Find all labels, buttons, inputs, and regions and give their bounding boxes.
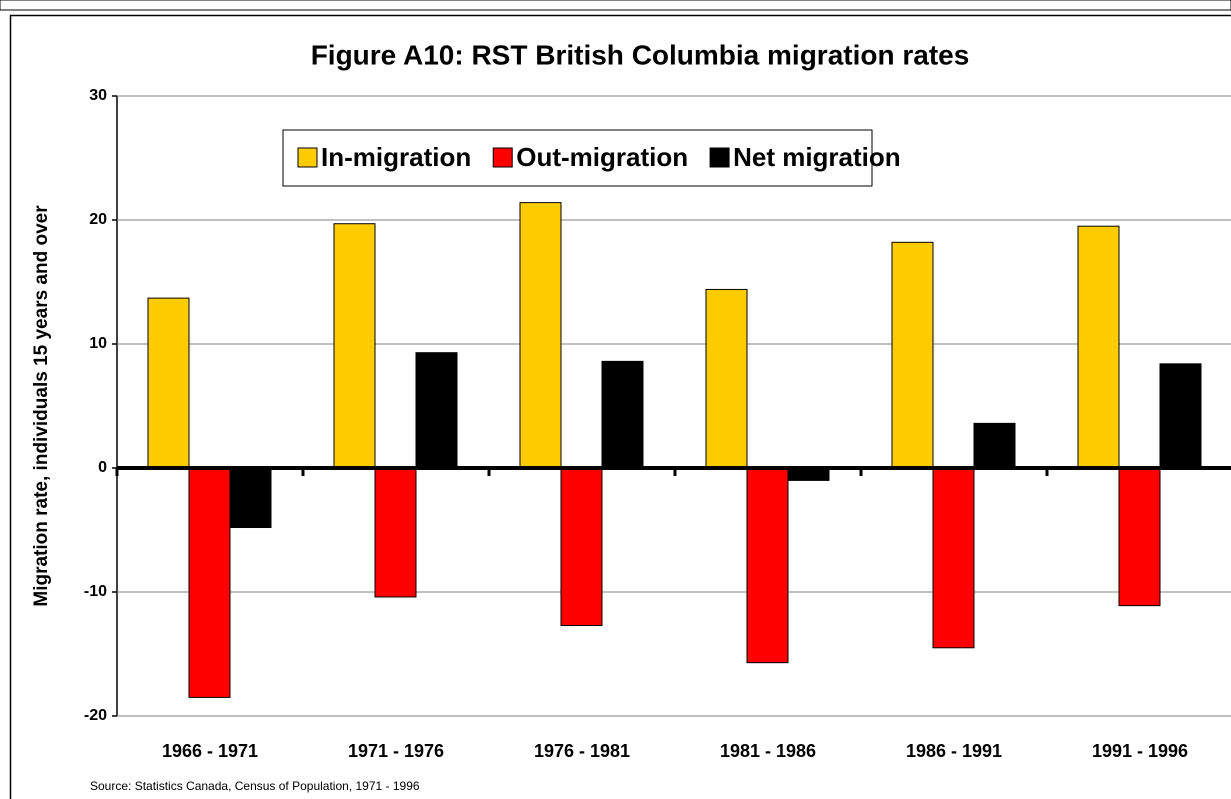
bar bbox=[374, 467, 417, 598]
bar bbox=[1159, 363, 1202, 469]
bar bbox=[601, 360, 644, 469]
bar bbox=[705, 288, 748, 469]
bar bbox=[188, 467, 231, 698]
x-tick-label: 1966 - 1971 bbox=[162, 741, 258, 761]
x-tick-label: 1986 - 1991 bbox=[906, 741, 1002, 761]
y-tick-label: 20 bbox=[89, 211, 107, 228]
bar bbox=[229, 467, 272, 529]
bar bbox=[746, 467, 789, 664]
x-tick-label: 1976 - 1981 bbox=[534, 741, 630, 761]
x-tick-label: 1971 - 1976 bbox=[348, 741, 444, 761]
legend-label: Out-migration bbox=[516, 142, 688, 172]
x-tick-label: 1981 - 1986 bbox=[720, 741, 816, 761]
legend-box bbox=[282, 129, 873, 187]
legend-label: In-migration bbox=[321, 142, 471, 172]
bar bbox=[1077, 225, 1120, 469]
bar bbox=[519, 202, 562, 469]
bar bbox=[415, 352, 458, 469]
y-tick-label: 30 bbox=[89, 87, 107, 104]
bar bbox=[560, 467, 603, 626]
bar bbox=[1118, 467, 1161, 607]
chart-title: Figure A10: RST British Columbia migrati… bbox=[311, 39, 970, 70]
legend-swatch bbox=[709, 147, 730, 168]
bar bbox=[891, 241, 934, 469]
legend-swatch bbox=[297, 147, 318, 168]
legend-swatch bbox=[492, 147, 513, 168]
y-tick-label: -10 bbox=[84, 583, 107, 600]
sheet-strip bbox=[0, 0, 1231, 11]
y-tick-label: -20 bbox=[84, 707, 107, 724]
bar bbox=[333, 223, 376, 469]
x-tick-label: 1991 - 1996 bbox=[1092, 741, 1188, 761]
bar bbox=[932, 467, 975, 649]
y-tick-label: 10 bbox=[89, 335, 107, 352]
legend-label: Net migration bbox=[733, 142, 901, 172]
source-note: Source: Statistics Canada, Census of Pop… bbox=[90, 779, 420, 793]
y-tick-label: 0 bbox=[98, 459, 107, 476]
y-axis-label: Migration rate, individuals 15 years and… bbox=[31, 205, 52, 607]
bar bbox=[147, 297, 190, 469]
bar bbox=[973, 422, 1016, 469]
